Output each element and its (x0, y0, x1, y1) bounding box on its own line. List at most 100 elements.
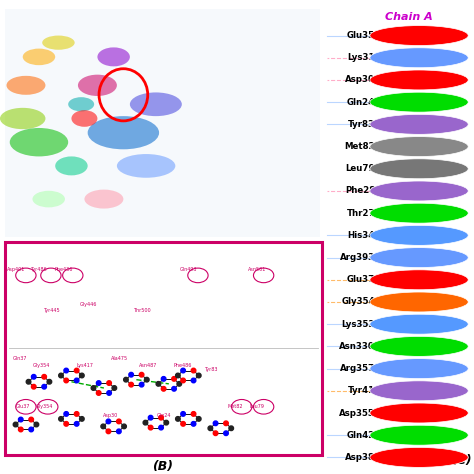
Circle shape (213, 421, 218, 426)
Circle shape (191, 411, 196, 416)
Ellipse shape (72, 110, 98, 127)
Text: Phe436: Phe436 (54, 267, 73, 272)
Ellipse shape (370, 203, 468, 223)
Circle shape (96, 391, 101, 395)
Circle shape (74, 378, 79, 383)
Ellipse shape (370, 314, 468, 334)
Ellipse shape (370, 247, 468, 267)
Circle shape (145, 377, 149, 382)
Circle shape (18, 427, 23, 432)
Ellipse shape (370, 337, 468, 356)
Circle shape (208, 426, 213, 430)
Ellipse shape (23, 49, 55, 65)
Circle shape (213, 431, 218, 436)
Circle shape (148, 425, 153, 430)
Ellipse shape (117, 154, 175, 178)
Text: Asp355: Asp355 (339, 409, 375, 418)
Text: Phe486: Phe486 (173, 363, 191, 367)
Text: Met82: Met82 (228, 404, 243, 409)
Text: Chain A: Chain A (385, 11, 433, 22)
Ellipse shape (370, 425, 468, 445)
Circle shape (175, 373, 180, 378)
Circle shape (161, 376, 166, 381)
Text: Leu79: Leu79 (250, 404, 265, 409)
Ellipse shape (370, 447, 468, 467)
Text: Glu35: Glu35 (347, 31, 375, 40)
Circle shape (224, 431, 228, 436)
Text: Gln42: Gln42 (347, 431, 375, 440)
Circle shape (107, 381, 111, 385)
Circle shape (164, 420, 169, 425)
Text: Tyr445: Tyr445 (43, 309, 59, 313)
Circle shape (112, 386, 117, 390)
Text: Gln37: Gln37 (12, 356, 27, 361)
Text: Lys353: Lys353 (342, 319, 375, 328)
Text: Leu79: Leu79 (346, 164, 375, 173)
Text: Tyr83: Tyr83 (204, 367, 217, 372)
Text: Lys31: Lys31 (347, 53, 375, 62)
Circle shape (59, 417, 64, 421)
Circle shape (29, 427, 34, 432)
Ellipse shape (0, 108, 46, 129)
Circle shape (124, 377, 128, 382)
Ellipse shape (55, 156, 88, 175)
Text: Met82: Met82 (345, 142, 375, 151)
Text: Arg393: Arg393 (340, 253, 375, 262)
Circle shape (101, 424, 106, 428)
Text: Asn501: Asn501 (248, 267, 266, 272)
Ellipse shape (370, 381, 468, 401)
Ellipse shape (370, 292, 468, 312)
Circle shape (143, 420, 148, 425)
Circle shape (80, 373, 84, 378)
Circle shape (191, 378, 196, 383)
Circle shape (181, 421, 185, 426)
Circle shape (229, 426, 234, 430)
Circle shape (139, 373, 144, 377)
Circle shape (64, 421, 69, 426)
Ellipse shape (88, 116, 159, 149)
Circle shape (42, 384, 46, 389)
Circle shape (107, 391, 111, 395)
Circle shape (172, 386, 176, 391)
Circle shape (64, 378, 69, 383)
Text: (B): (B) (152, 460, 173, 474)
Circle shape (47, 380, 52, 384)
Circle shape (177, 382, 182, 386)
Text: Glu37: Glu37 (16, 404, 30, 409)
Circle shape (161, 386, 166, 391)
Text: Asn330: Asn330 (339, 342, 375, 351)
Text: Gly446: Gly446 (80, 302, 97, 307)
Text: Arg357: Arg357 (340, 364, 375, 373)
Ellipse shape (370, 48, 468, 68)
Circle shape (117, 429, 121, 434)
Ellipse shape (68, 97, 94, 111)
Circle shape (74, 368, 79, 373)
Circle shape (106, 419, 111, 424)
Circle shape (191, 421, 196, 426)
Circle shape (156, 382, 161, 386)
Text: Glu37: Glu37 (347, 275, 375, 284)
Ellipse shape (370, 359, 468, 379)
FancyBboxPatch shape (5, 242, 322, 455)
Text: Lys417: Lys417 (77, 363, 94, 367)
Circle shape (64, 368, 69, 373)
Ellipse shape (78, 75, 117, 96)
Circle shape (34, 422, 39, 427)
Ellipse shape (42, 36, 75, 50)
Circle shape (29, 417, 34, 422)
Circle shape (64, 411, 69, 416)
Circle shape (96, 381, 101, 385)
Circle shape (42, 374, 46, 379)
Circle shape (224, 421, 228, 426)
Circle shape (74, 411, 79, 416)
Circle shape (181, 411, 185, 416)
Text: Asn487: Asn487 (139, 363, 157, 367)
Circle shape (181, 368, 185, 373)
Circle shape (106, 429, 111, 434)
Circle shape (13, 422, 18, 427)
Ellipse shape (98, 47, 130, 66)
Ellipse shape (370, 270, 468, 290)
Text: Asp30: Asp30 (345, 75, 375, 84)
Circle shape (91, 386, 96, 390)
Ellipse shape (370, 181, 468, 201)
